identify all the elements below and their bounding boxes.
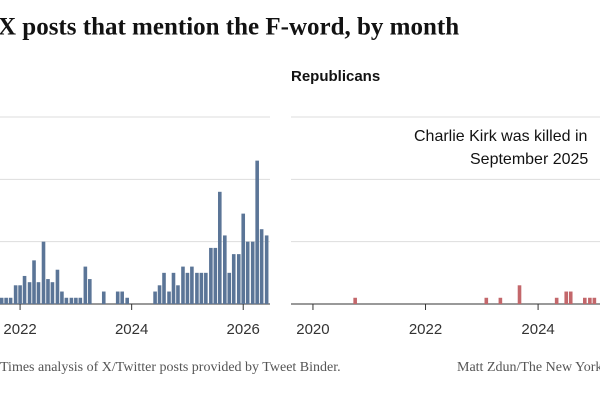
bar — [60, 291, 64, 304]
bar — [18, 285, 22, 304]
bar — [199, 272, 204, 304]
bar — [13, 285, 18, 304]
bar — [213, 247, 218, 304]
bar — [353, 297, 357, 304]
credit: Matt Zdun/The New York Times — [457, 360, 600, 375]
panel-title: Republicans — [291, 68, 380, 85]
bar — [190, 266, 194, 304]
bar — [153, 291, 157, 304]
bar — [101, 291, 106, 304]
bar — [88, 279, 92, 304]
bar — [157, 285, 162, 304]
bar — [223, 235, 227, 304]
bar — [125, 297, 129, 304]
bar — [241, 213, 246, 304]
bar — [231, 254, 236, 304]
bar — [50, 282, 55, 304]
bar — [588, 297, 592, 304]
bar — [209, 247, 213, 304]
bar — [227, 272, 232, 304]
bar — [564, 291, 569, 304]
bar — [78, 297, 83, 304]
bar — [120, 291, 124, 304]
bar — [259, 229, 264, 304]
x-tick-label: 2022 — [409, 321, 442, 338]
bar — [255, 160, 259, 304]
bar — [498, 297, 503, 304]
bar — [171, 272, 176, 304]
x-tick-label: 2026 — [227, 321, 260, 338]
bar — [195, 272, 199, 304]
bar — [69, 297, 74, 304]
bar — [236, 254, 241, 304]
bar — [554, 297, 559, 304]
bar — [517, 285, 522, 304]
source: Times analysis of X/Twitter posts provid… — [0, 360, 341, 375]
bar — [41, 241, 46, 304]
annotation: Charlie Kirk was killed in — [414, 128, 587, 145]
bar — [245, 241, 250, 304]
bar — [181, 266, 185, 304]
x-tick-label: 2024 — [521, 321, 554, 338]
bar — [583, 297, 587, 304]
bar — [167, 291, 171, 304]
bar — [27, 282, 32, 304]
bar — [592, 297, 597, 304]
bar — [185, 272, 190, 304]
bar — [83, 266, 88, 304]
bar — [74, 297, 78, 304]
annotation: September 2025 — [470, 151, 588, 168]
bar — [204, 272, 208, 304]
chart-title: X posts that mention the F-word, by mont… — [0, 14, 459, 41]
bar — [4, 297, 8, 304]
bar — [115, 291, 120, 304]
bar — [22, 275, 27, 304]
x-tick-label: 2024 — [115, 321, 148, 338]
bar — [36, 282, 41, 304]
bar — [0, 297, 4, 304]
bar — [484, 297, 489, 304]
bar — [176, 285, 180, 304]
bar — [55, 269, 60, 304]
bar — [8, 297, 13, 304]
bar — [568, 291, 573, 304]
bar — [217, 191, 222, 304]
bar — [264, 235, 269, 304]
bar — [46, 279, 50, 304]
bar — [162, 272, 166, 304]
bar — [32, 260, 36, 304]
bar — [64, 297, 69, 304]
x-tick-label: 2022 — [3, 321, 36, 338]
x-tick-label: 2020 — [296, 321, 329, 338]
bar — [250, 241, 255, 304]
